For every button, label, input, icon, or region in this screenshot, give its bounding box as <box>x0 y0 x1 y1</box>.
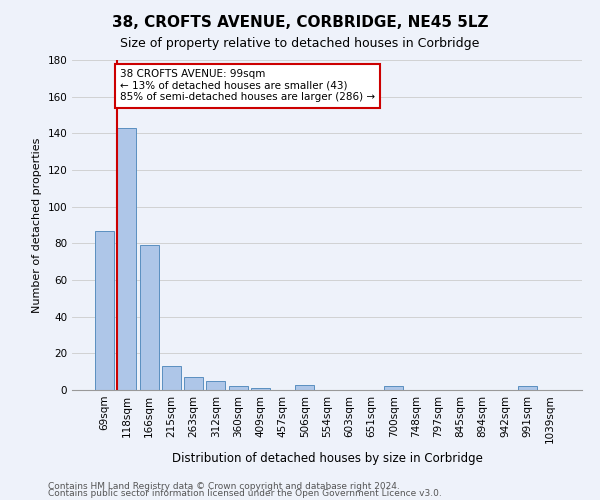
Bar <box>518 386 536 390</box>
Bar <box>118 128 136 390</box>
Bar <box>95 230 114 390</box>
Text: 38 CROFTS AVENUE: 99sqm
← 13% of detached houses are smaller (43)
85% of semi-de: 38 CROFTS AVENUE: 99sqm ← 13% of detache… <box>120 69 375 102</box>
Bar <box>295 384 314 390</box>
X-axis label: Distribution of detached houses by size in Corbridge: Distribution of detached houses by size … <box>172 452 482 465</box>
Bar <box>206 381 225 390</box>
Bar <box>140 245 158 390</box>
Bar <box>162 366 181 390</box>
Text: 38, CROFTS AVENUE, CORBRIDGE, NE45 5LZ: 38, CROFTS AVENUE, CORBRIDGE, NE45 5LZ <box>112 15 488 30</box>
Y-axis label: Number of detached properties: Number of detached properties <box>32 138 42 312</box>
Bar <box>251 388 270 390</box>
Text: Size of property relative to detached houses in Corbridge: Size of property relative to detached ho… <box>121 38 479 51</box>
Text: Contains HM Land Registry data © Crown copyright and database right 2024.: Contains HM Land Registry data © Crown c… <box>48 482 400 491</box>
Bar <box>384 386 403 390</box>
Text: Contains public sector information licensed under the Open Government Licence v3: Contains public sector information licen… <box>48 489 442 498</box>
Bar <box>229 386 248 390</box>
Bar <box>184 377 203 390</box>
